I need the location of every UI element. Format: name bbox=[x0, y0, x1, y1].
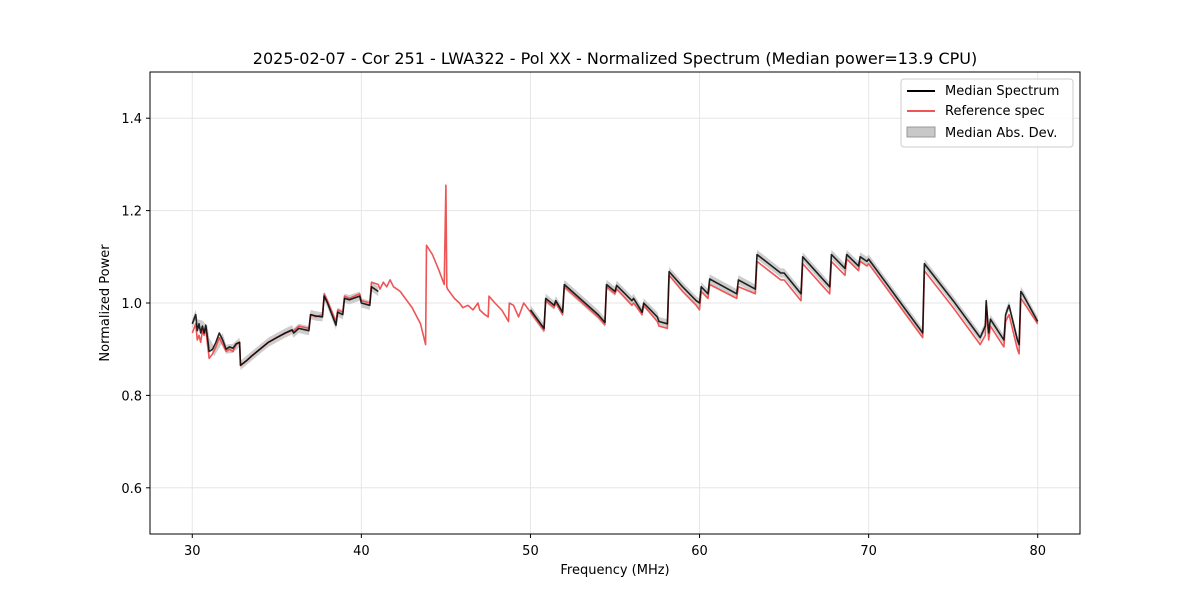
median-spectrum-line bbox=[191, 286, 379, 367]
y-tick-label: 1.4 bbox=[121, 112, 142, 127]
legend-label-median: Median Spectrum bbox=[945, 84, 1059, 99]
y-axis-label: Normalized Power bbox=[98, 244, 113, 362]
x-tick-label: 50 bbox=[522, 544, 539, 559]
legend-label-reference: Reference spec bbox=[945, 104, 1045, 119]
x-tick-label: 40 bbox=[353, 544, 370, 559]
x-axis-label: Frequency (MHz) bbox=[560, 563, 669, 578]
x-tick-label: 30 bbox=[184, 544, 201, 559]
y-tick-label: 1.0 bbox=[121, 297, 142, 312]
y-tick-label: 0.6 bbox=[121, 482, 142, 497]
legend-box bbox=[900, 78, 1074, 148]
y-tick-label: 0.8 bbox=[121, 389, 142, 404]
legend: Median Spectrum Reference spec Median Ab… bbox=[900, 78, 1074, 148]
axis-ticks: 30 40 50 60 70 80 0.6 0.8 1.0 1.2 1.4 bbox=[121, 112, 1046, 559]
legend-swatch-mad bbox=[906, 126, 936, 138]
median-spectrum-line bbox=[529, 253, 1039, 346]
plot-area bbox=[191, 184, 1039, 370]
chart-title: 2025-02-07 - Cor 251 - LWA322 - Pol XX -… bbox=[253, 49, 977, 68]
x-tick-label: 60 bbox=[691, 544, 708, 559]
x-tick-label: 80 bbox=[1029, 544, 1046, 559]
legend-label-mad: Median Abs. Dev. bbox=[945, 126, 1057, 141]
x-tick-label: 70 bbox=[860, 544, 877, 559]
y-tick-label: 1.2 bbox=[121, 205, 142, 220]
